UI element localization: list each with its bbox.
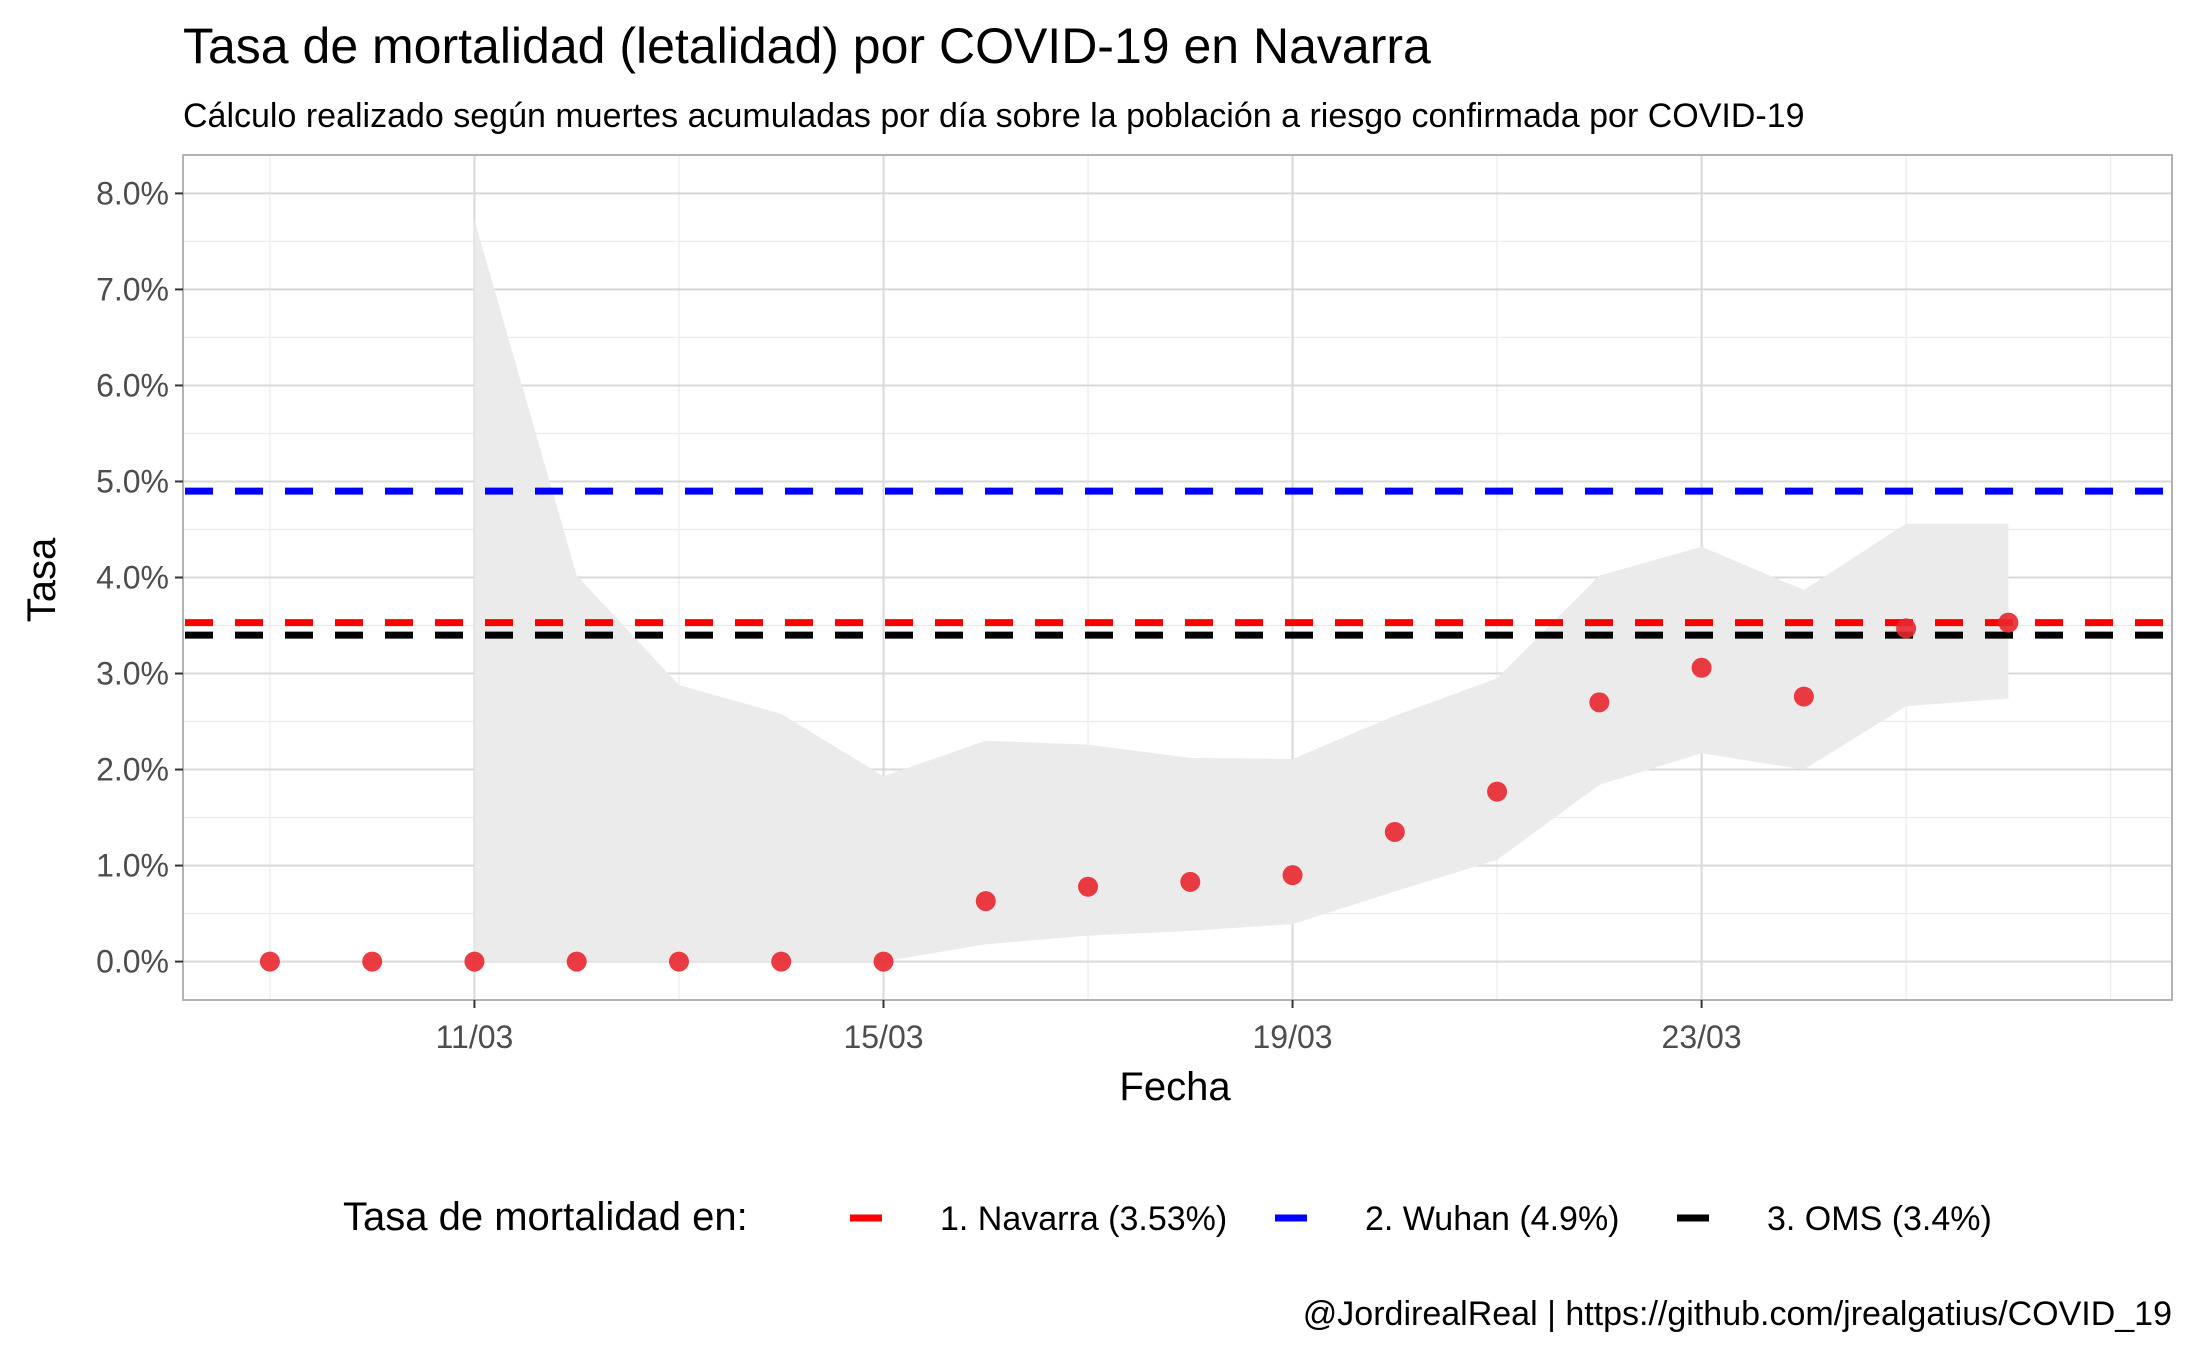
data-point — [1589, 692, 1610, 713]
legend-label-1: 1. Navarra (3.53%) — [940, 1200, 1227, 1238]
y-tick-label: 2.0% — [96, 752, 169, 788]
y-tick-label: 1.0% — [96, 848, 169, 884]
data-point — [771, 951, 792, 972]
confidence-band-area — [474, 220, 2009, 962]
y-tick-label: 7.0% — [96, 271, 169, 307]
data-point — [1078, 876, 1099, 897]
chart-caption: @JordirealReal | https://github.com/jrea… — [1303, 1295, 2172, 1333]
y-tick-label: 0.0% — [96, 944, 169, 980]
reference-lines — [185, 487, 2170, 639]
data-point — [1896, 618, 1917, 639]
legend: Tasa de mortalidad en: 1. Navarra (3.53%… — [343, 1195, 1992, 1239]
data-point — [362, 951, 383, 972]
x-tick-label: 11/03 — [436, 1019, 514, 1055]
y-axis-ticks: 0.0% 1.0% 2.0% 3.0% 4.0% 5.0% 6.0% 7.0% 8.0% — [96, 175, 183, 980]
x-axis-ticks: 11/03 15/03 19/03 23/03 — [436, 1000, 1742, 1055]
y-tick-label: 8.0% — [96, 175, 169, 211]
y-tick-label: 5.0% — [96, 463, 169, 499]
x-tick-label: 23/03 — [1662, 1019, 1742, 1055]
y-tick-label: 3.0% — [96, 656, 169, 692]
data-point — [1282, 865, 1303, 886]
y-tick-label: 6.0% — [96, 367, 169, 403]
confidence-band — [474, 220, 2009, 962]
data-point — [1691, 657, 1712, 678]
data-point — [873, 951, 894, 972]
data-point — [1180, 871, 1201, 892]
y-tick-label: 4.0% — [96, 560, 169, 596]
data-point — [1998, 612, 2019, 633]
data-point — [1487, 781, 1508, 802]
data-point — [1793, 686, 1814, 707]
data-points — [259, 612, 2019, 972]
legend-label-2: 2. Wuhan (4.9%) — [1365, 1200, 1620, 1238]
data-point — [668, 951, 689, 972]
x-axis-title: Fecha — [1119, 1065, 1231, 1109]
data-point — [566, 951, 587, 972]
y-axis-title: Tasa — [20, 537, 64, 622]
data-point — [975, 891, 996, 912]
data-point — [464, 951, 485, 972]
chart-subtitle: Cálculo realizado según muertes acumulad… — [183, 97, 1805, 135]
legend-label-3: 3. OMS (3.4%) — [1767, 1200, 1992, 1238]
legend-items: 1. Navarra (3.53%) 2. Wuhan (4.9%) 3. OMS … — [850, 1200, 1992, 1238]
x-tick-label: 15/03 — [843, 1019, 923, 1055]
legend-title: Tasa de mortalidad en: — [343, 1195, 748, 1239]
x-tick-label: 19/03 — [1253, 1019, 1333, 1055]
chart-title: Tasa de mortalidad (letalidad) por COVID… — [183, 18, 1431, 74]
data-point — [1384, 821, 1405, 842]
data-point — [259, 951, 280, 972]
